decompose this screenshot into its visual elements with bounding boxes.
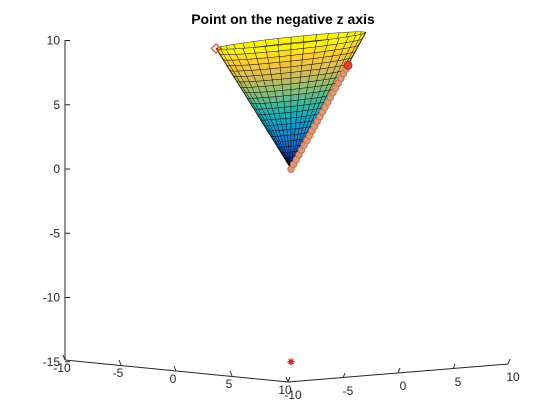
cone-face (290, 111, 298, 119)
cone-face (281, 123, 288, 131)
cone-face (285, 117, 292, 125)
cone-face (244, 52, 258, 60)
cone-face (266, 90, 277, 98)
cone-face (264, 45, 279, 53)
y-axis-ticks: -10 -5 0 5 10 (284, 358, 520, 402)
cone-face (286, 123, 292, 130)
cone-face (290, 94, 299, 102)
y-tick-label: -10 (284, 388, 302, 402)
x-tick-label: 10 (278, 383, 292, 397)
asterisk-stroke (288, 358, 294, 365)
cone-face (277, 43, 292, 52)
cone-face (290, 128, 296, 136)
cone-face (277, 36, 292, 45)
cone-face (253, 46, 267, 54)
y-tick-mark (342, 372, 346, 379)
z-tick-label: -5 (49, 226, 60, 240)
cone-face (288, 146, 292, 153)
x-tick-mark (118, 359, 122, 366)
y-tick-label: 0 (400, 379, 407, 393)
y-tick-mark (507, 358, 511, 365)
cone-face (290, 42, 305, 50)
cone-face (283, 100, 292, 108)
cone-face (303, 34, 318, 42)
start-marker (210, 43, 222, 54)
cone-face (242, 47, 256, 55)
cone-face (287, 134, 292, 142)
x-axis-ticks: -10 -5 0 5 10 (53, 354, 292, 397)
x-tick-label: 5 (226, 377, 233, 391)
cone-face (290, 145, 294, 153)
cone-face (284, 106, 292, 114)
cone-face (295, 116, 302, 124)
cone-face (290, 35, 305, 44)
z-axis-ticks: -15 -10 -5 0 5 10 (43, 34, 70, 369)
cone-face (280, 118, 287, 125)
y-tick-label: 5 (455, 375, 462, 389)
cone-face (282, 89, 292, 97)
y-tick-mark (397, 367, 401, 374)
cone-face (278, 112, 286, 120)
z-tick-label: 5 (53, 98, 60, 112)
cone-face (288, 151, 292, 159)
cone-face (259, 68, 272, 76)
y-tick-mark (287, 376, 291, 383)
cone-face (263, 79, 274, 87)
cone-face (290, 140, 295, 147)
cone-face (296, 110, 304, 118)
cone-face (283, 94, 292, 102)
cone-face (290, 105, 298, 113)
y-tick-mark (452, 363, 456, 370)
cone-face (284, 111, 292, 119)
cone-face (290, 122, 296, 130)
cone-face (290, 134, 295, 141)
x-tick-mark (285, 376, 289, 383)
cone-face (273, 84, 283, 92)
cone-face (246, 58, 259, 66)
cone-face (261, 74, 273, 81)
y-tick-label: 10 (506, 370, 520, 384)
x-tick-label: -10 (53, 361, 71, 375)
cone-face (286, 128, 292, 136)
cone-face (290, 117, 297, 124)
base-axes: -10 -5 0 5 10 -10 -5 0 5 10 (53, 354, 520, 402)
cone-face (277, 106, 286, 114)
x-tick-mark (62, 354, 66, 361)
cone-surface (215, 31, 367, 170)
z-tick-label: -15 (43, 355, 61, 369)
special-markers (210, 43, 353, 366)
cone-face (265, 85, 276, 92)
chart-title: Point on the negative z axis (191, 11, 375, 27)
y-tick-label: -5 (343, 384, 354, 398)
end-marker (343, 60, 353, 70)
x-tick-label: 0 (170, 372, 177, 386)
z-tick-label: 10 (47, 34, 61, 48)
cone-face (275, 95, 285, 103)
x-axis-line (64, 359, 289, 383)
cone-face (274, 90, 284, 97)
x-tick-mark (173, 365, 177, 372)
z-tick-label: 0 (53, 162, 60, 176)
point-negative-z (287, 358, 295, 366)
z-axis: -15 -10 -5 0 5 10 (43, 34, 70, 369)
cone-face (265, 38, 279, 47)
cone-face (290, 99, 299, 107)
z-tick-label: -10 (43, 291, 61, 305)
x-tick-mark (229, 370, 233, 377)
cone-face (276, 101, 285, 109)
cone-face (287, 140, 292, 147)
cone-face (290, 151, 294, 158)
cone-face (253, 39, 267, 48)
x-tick-label: -5 (113, 366, 124, 380)
cone-face (271, 78, 283, 86)
